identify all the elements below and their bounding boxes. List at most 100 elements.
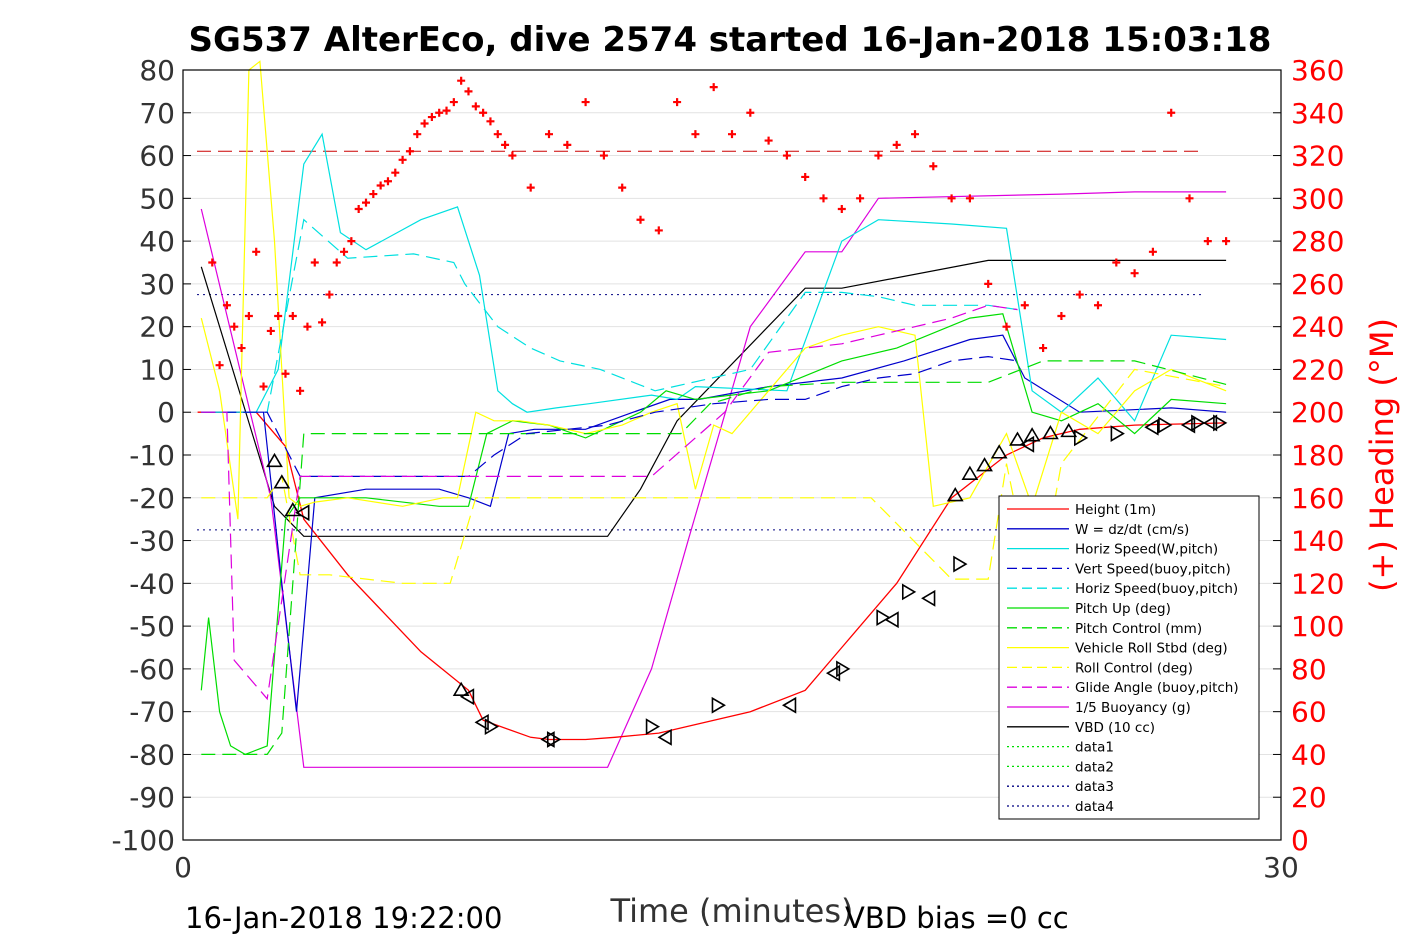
triangle-marker-right [546, 731, 562, 748]
heading-point [340, 247, 349, 256]
series-layer [197, 60, 1231, 768]
heading-point [347, 237, 356, 246]
heading-point [442, 106, 451, 115]
right-tick-label: 340 [1291, 97, 1344, 130]
left-tick-label: 70 [139, 97, 175, 130]
heading-point [244, 311, 253, 320]
heading-point [222, 301, 231, 310]
heading-point [1002, 322, 1011, 331]
heading-point [398, 155, 407, 164]
chart-title: SG537 AlterEco, dive 2574 started 16-Jan… [189, 20, 1272, 60]
heading-point [691, 130, 700, 139]
heading-point [1130, 269, 1139, 278]
left-tick-label: 20 [139, 311, 175, 344]
legend: Height (1m) W = dz/dt (cm/s) Horiz Speed(W… [998, 495, 1260, 820]
heading-point [501, 140, 510, 149]
left-tick-label: 80 [139, 54, 175, 87]
triangle-marker-up [1060, 422, 1078, 438]
heading-point [391, 168, 400, 177]
heading-point [709, 83, 718, 92]
left-tick-label: -100 [111, 824, 175, 857]
legend-box [998, 495, 1260, 820]
triangle-marker-left [1180, 416, 1196, 434]
triangle-marker-up [976, 457, 993, 472]
heading-point [563, 140, 572, 149]
triangle-marker-right [1158, 416, 1173, 434]
heading-point [1203, 237, 1212, 246]
legend-label: Horiz Speed(buoy,pitch) [1075, 581, 1238, 597]
triangle-marker-left [459, 688, 475, 706]
heading-point [427, 113, 436, 122]
left-tick-label: -10 [129, 439, 175, 472]
heading-point [208, 258, 217, 267]
heading-point [1057, 311, 1066, 320]
left-tick-label: -30 [129, 525, 175, 558]
left-tick-label: 10 [139, 353, 175, 386]
heading-point [1094, 301, 1102, 310]
heading-point [837, 205, 846, 214]
left-tick-label: -70 [129, 696, 175, 729]
heading-point [746, 108, 755, 117]
series-line-glide [201, 304, 1018, 701]
left-tick-label: 30 [139, 268, 175, 301]
heading-point [325, 290, 334, 299]
triangle-marker-right [1074, 429, 1089, 447]
triangle-marker-left [884, 611, 899, 629]
heading-point [1039, 344, 1048, 353]
heading-point [237, 344, 246, 353]
heading-point [259, 382, 268, 391]
right-tick-label: 280 [1291, 225, 1344, 258]
heading-point [636, 215, 645, 224]
heading-point [673, 98, 682, 107]
triangle-marker-right [1110, 425, 1125, 443]
series-line-horiz_buoy [201, 218, 1018, 413]
triangle-marker-up [990, 444, 1008, 459]
heading-point [984, 279, 993, 288]
legend-label: Roll Control (deg) [1075, 660, 1193, 676]
right-tick-label: 260 [1291, 268, 1344, 301]
triangle-marker-up [284, 502, 302, 517]
legend-label: data1 [1075, 740, 1114, 756]
legend-label: Vert Speed(buoy,pitch) [1075, 561, 1231, 577]
heading-point [266, 326, 275, 335]
heading-point [310, 258, 319, 267]
left-tick-label: -40 [129, 567, 175, 600]
triangle-marker-up [266, 452, 283, 468]
heading-point [405, 147, 414, 156]
heading-point [457, 76, 466, 85]
heading-point [493, 130, 502, 139]
right-tick-label: 80 [1291, 653, 1327, 686]
triangle-marker-left [781, 696, 797, 714]
legend-label: Glide Angle (buoy,pitch) [1075, 680, 1239, 696]
right-tick-label: 20 [1291, 781, 1327, 814]
heading-point [1185, 194, 1194, 203]
heading-point [303, 322, 312, 331]
heading-point [947, 194, 956, 203]
heading-point [654, 226, 663, 235]
right-tick-label: 140 [1291, 525, 1344, 558]
heading-point [911, 130, 919, 139]
triangle-marker-left [474, 713, 489, 731]
heading-point [230, 322, 239, 331]
heading-point [274, 311, 283, 320]
series-line-vert_buoy [201, 355, 1018, 477]
triangle-marker-right [1213, 414, 1228, 432]
legend-label: 1/5 Buoyancy (g) [1075, 700, 1191, 716]
left-tick-label: 60 [139, 140, 175, 173]
heading-point [1112, 258, 1121, 267]
right-tick-label: 40 [1291, 738, 1327, 771]
right-axis-label: (+) Heading (°M) [1363, 318, 1401, 592]
heading-point [874, 151, 883, 160]
heading-point [1222, 237, 1231, 246]
series-line-pitch_ctrl [201, 360, 1227, 756]
series-line-pitch_up [200, 313, 1227, 756]
series-line-height [197, 411, 1227, 741]
right-tick-label: 220 [1291, 353, 1344, 386]
right-tick-label: 300 [1291, 182, 1344, 215]
right-tick-label: 0 [1291, 824, 1309, 857]
legend-label: W = dz/dt (cm/s) [1075, 522, 1189, 538]
left-tick-label: -90 [129, 781, 175, 814]
heading-point [362, 198, 370, 207]
